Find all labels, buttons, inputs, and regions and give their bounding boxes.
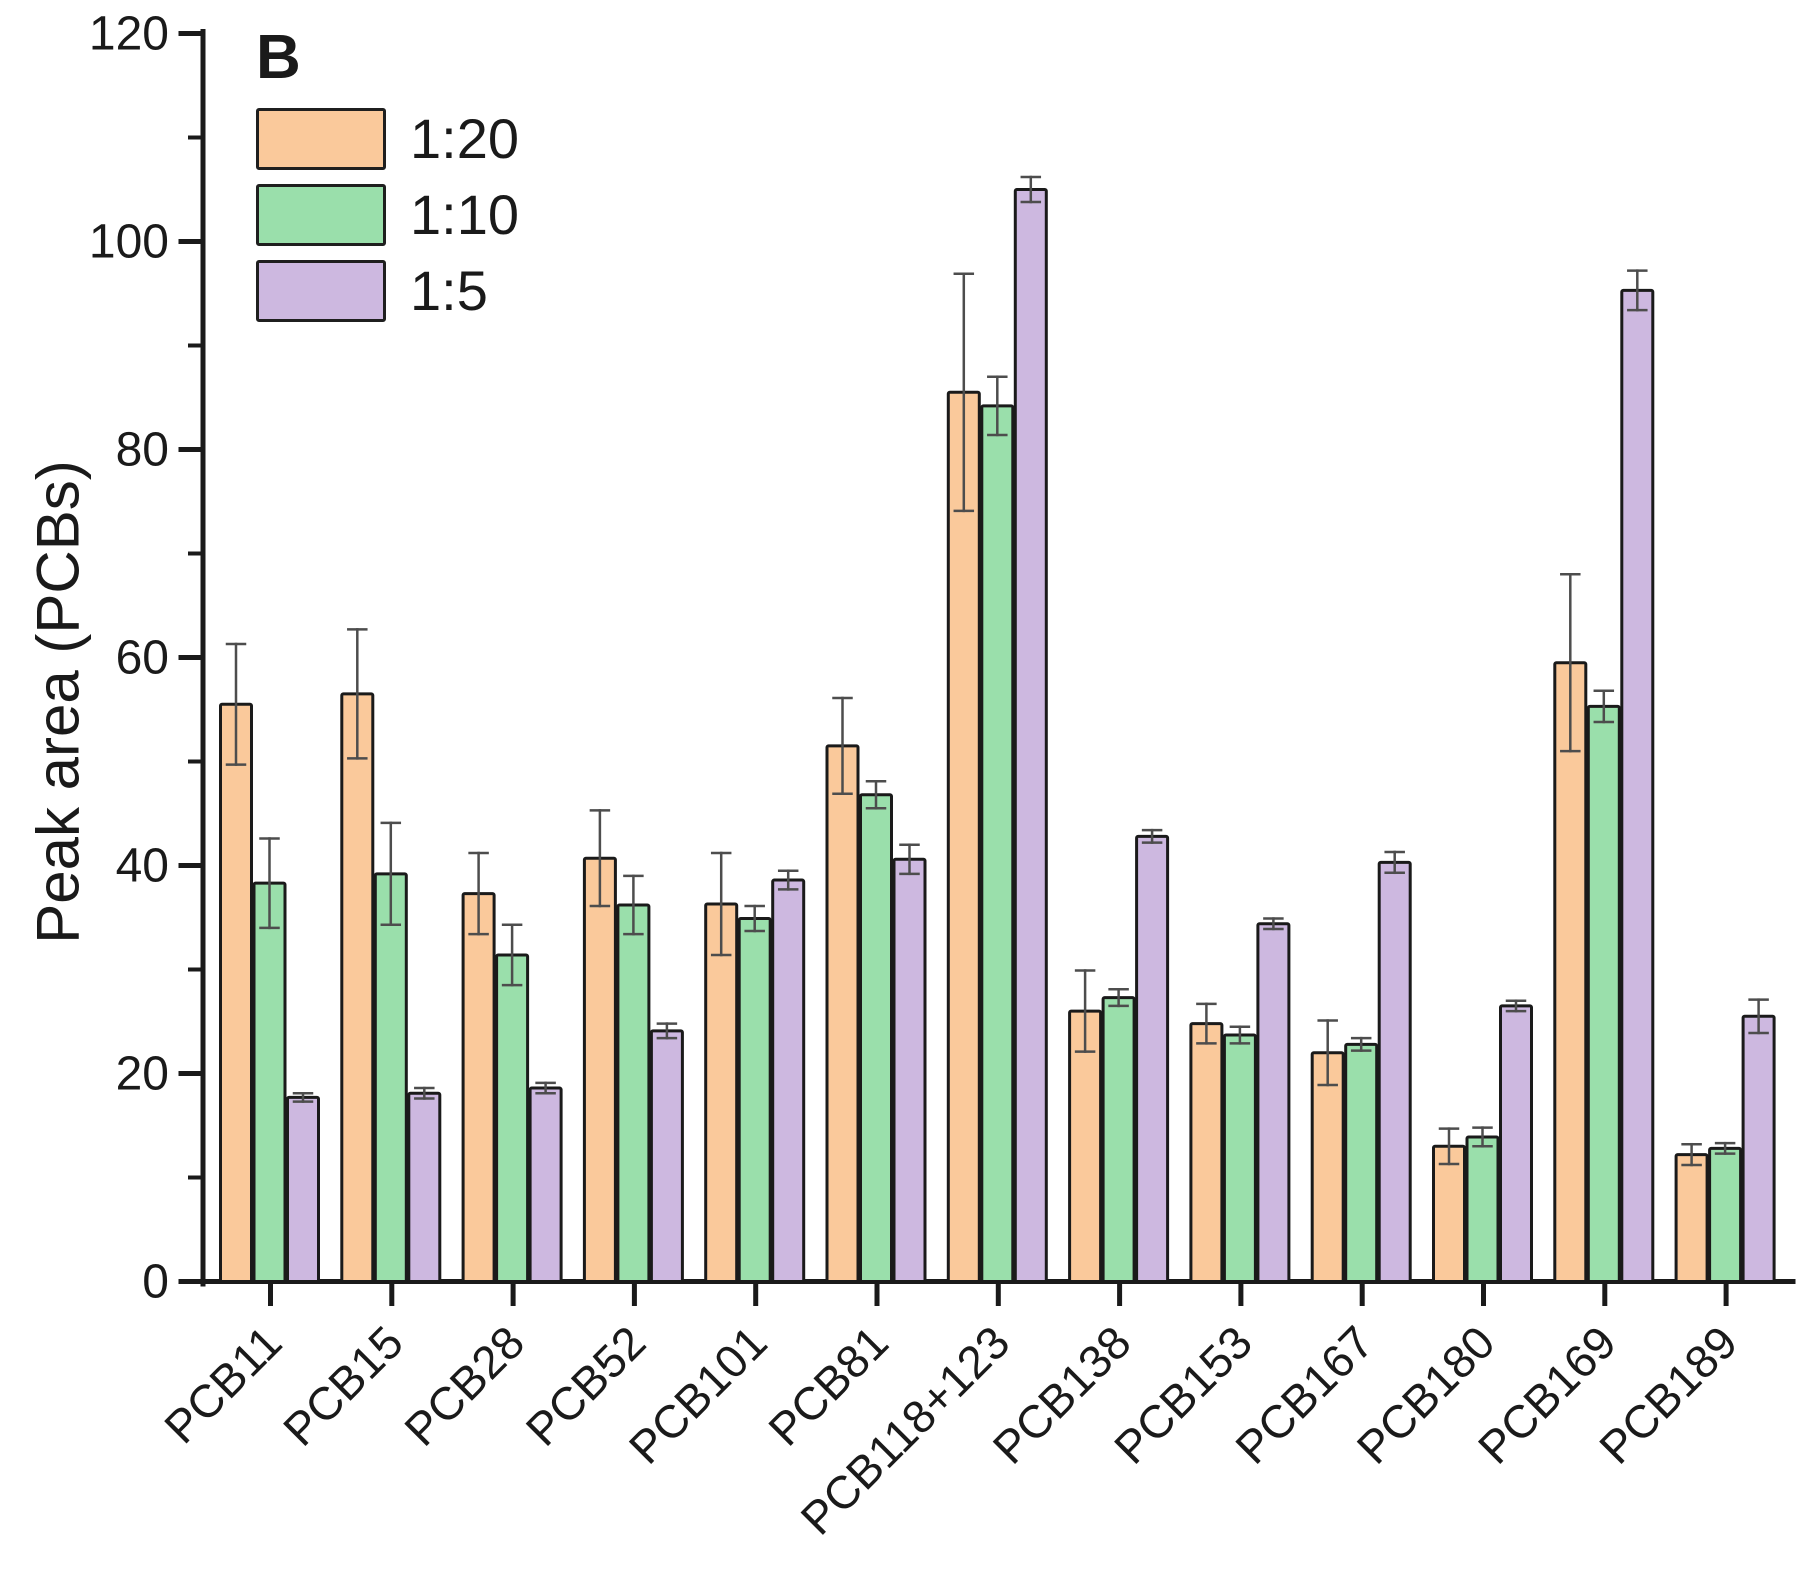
panel-label: B (256, 23, 302, 92)
bar-PCB15-1:10 (373, 872, 408, 1283)
legend-swatch (256, 259, 386, 322)
x-tick-label: PCB28 (394, 1316, 534, 1456)
bar-PCB11-1:5 (286, 1095, 320, 1284)
x-tick-label: PCB11 (154, 1316, 291, 1453)
bar-PCB11-1:10 (252, 881, 287, 1283)
x-tick-label: PCB101 (619, 1316, 777, 1474)
bar-PCB153-1:20 (1189, 1022, 1224, 1284)
legend-label: 1:20 (410, 107, 519, 170)
y-tick-label: 0 (142, 1256, 169, 1309)
bar-PCB118+123-1:5 (1013, 188, 1048, 1283)
bar-PCB189-1:10 (1708, 1146, 1743, 1283)
y-tick-label: 80 (116, 424, 169, 477)
bar-PCB167-1:20 (1310, 1051, 1345, 1283)
y-axis-title: Peak area (PCBs) (24, 460, 92, 944)
bar-PCB167-1:10 (1344, 1042, 1379, 1283)
bar-PCB101-1:20 (704, 902, 739, 1283)
legend: 1:20 1:10 1:5 (256, 106, 519, 323)
bar-PCB81-1:20 (825, 744, 860, 1283)
bar-PCB101-1:10 (737, 917, 772, 1283)
legend-item-1:10: 1:10 (256, 182, 519, 247)
bar-PCB118+123-1:10 (980, 404, 1015, 1283)
bar-PCB101-1:5 (771, 878, 806, 1283)
x-tick-label: PCB15 (273, 1316, 413, 1456)
legend-label: 1:5 (410, 259, 488, 322)
bar-PCB28-1:10 (495, 953, 530, 1283)
bar-PCB52-1:5 (649, 1029, 684, 1283)
bar-PCB189-1:20 (1674, 1153, 1709, 1283)
x-tick-label: PCB189 (1589, 1316, 1747, 1474)
y-tick-label: 20 (116, 1048, 169, 1101)
bar-PCB52-1:10 (616, 903, 651, 1284)
bar-PCB81-1:5 (892, 857, 927, 1283)
bar-PCB180-1:5 (1499, 1004, 1533, 1284)
y-tick-label: 40 (116, 840, 169, 893)
bar-PCB138-1:5 (1135, 834, 1170, 1283)
legend-item-1:5: 1:5 (256, 258, 519, 323)
bar-PCB169-1:10 (1586, 704, 1621, 1283)
legend-swatch (256, 107, 386, 170)
bar-PCB15-1:20 (340, 692, 375, 1283)
y-tick-label: 60 (116, 632, 169, 685)
x-tick-label: PCB118+123 (791, 1316, 1020, 1545)
legend-label: 1:10 (410, 183, 519, 246)
bar-PCB28-1:20 (461, 892, 496, 1284)
bar-PCB153-1:5 (1256, 922, 1291, 1283)
bar-PCB169-1:5 (1620, 288, 1655, 1283)
bar-PCB180-1:10 (1465, 1135, 1500, 1283)
bar-PCB15-1:5 (407, 1091, 442, 1284)
bar-PCB28-1:5 (528, 1086, 563, 1284)
bar-PCB180-1:20 (1432, 1144, 1466, 1284)
bar-PCB167-1:5 (1377, 860, 1412, 1283)
bar-PCB189-1:5 (1741, 1014, 1776, 1283)
legend-swatch (256, 183, 386, 246)
bar-PCB169-1:20 (1553, 661, 1588, 1283)
legend-item-1:20: 1:20 (256, 106, 519, 171)
y-tick-label: 100 (89, 216, 169, 269)
bar-PCB11-1:20 (219, 702, 253, 1283)
bar-PCB138-1:10 (1101, 996, 1136, 1284)
bar-PCB118+123-1:20 (946, 390, 981, 1283)
y-tick-label: 120 (89, 8, 169, 61)
bar-PCB52-1:20 (582, 856, 617, 1283)
bar-PCB81-1:10 (859, 793, 893, 1284)
bar-PCB153-1:10 (1222, 1033, 1257, 1284)
